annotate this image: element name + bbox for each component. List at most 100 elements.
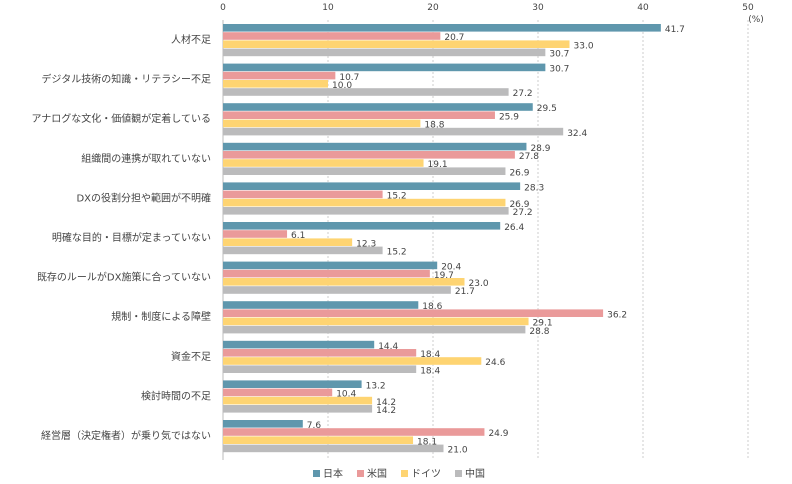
bar (223, 182, 521, 190)
data-label: 41.7 (665, 25, 685, 35)
legend-swatch (401, 470, 408, 477)
bar (223, 190, 383, 199)
data-label: 26.9 (509, 200, 529, 210)
data-label: 27.2 (513, 208, 533, 218)
bar (223, 24, 661, 32)
bar (223, 349, 417, 357)
data-label: 24.6 (485, 358, 505, 368)
category-label: 人材不足 (171, 33, 211, 46)
bar (223, 444, 444, 453)
bar (223, 40, 570, 48)
legend-swatch (357, 470, 364, 477)
data-label: 27.8 (519, 152, 539, 162)
data-label: 29.1 (533, 319, 553, 329)
data-label: 18.4 (420, 366, 440, 376)
data-label: 28.9 (530, 144, 550, 154)
bar (223, 103, 533, 111)
bar (223, 207, 509, 215)
legend-label: 中国 (465, 467, 485, 480)
data-label: 6.1 (291, 231, 305, 241)
bar (223, 396, 373, 405)
bar (223, 151, 515, 159)
bar (223, 80, 328, 88)
bar (223, 230, 288, 238)
bar (223, 388, 333, 397)
legend-label: ドイツ (411, 469, 441, 480)
category-label: 経営層（決定権者）が乗り気ではない (41, 429, 211, 442)
legend-swatch (313, 470, 320, 477)
bar (223, 63, 546, 72)
bar (223, 142, 527, 151)
data-label: 14.2 (376, 398, 396, 408)
bar (223, 428, 485, 436)
tick-label: 0 (220, 3, 226, 13)
tick-label: 20 (427, 3, 439, 13)
data-label: 26.4 (504, 223, 524, 233)
legend-label: 日本 (323, 467, 343, 480)
bar (223, 167, 506, 175)
data-label: 13.2 (366, 381, 386, 391)
data-label: 18.8 (424, 121, 444, 131)
bar (223, 357, 482, 365)
data-label: 26.9 (509, 168, 529, 178)
data-label: 18.6 (422, 302, 442, 312)
bar (223, 269, 430, 278)
category-label: 規制・制度による障壁 (111, 310, 211, 323)
data-label: 36.2 (607, 310, 627, 320)
data-label: 24.9 (488, 429, 508, 439)
bar (223, 32, 441, 40)
bar (223, 436, 414, 444)
bar (223, 159, 424, 167)
bar (223, 301, 419, 309)
data-label: 10.7 (339, 73, 359, 83)
data-label: 19.7 (434, 271, 454, 281)
data-label: 21.0 (448, 446, 468, 456)
data-label: 14.2 (376, 406, 396, 416)
data-label: 30.7 (549, 50, 569, 60)
data-label: 19.1 (428, 160, 448, 170)
data-label: 18.4 (420, 350, 440, 360)
tick-label: 10 (322, 3, 334, 13)
bar (223, 261, 438, 270)
bar (223, 325, 526, 334)
bar (223, 88, 509, 96)
data-label: 27.2 (513, 89, 533, 99)
bar (223, 238, 353, 246)
bar (223, 365, 417, 373)
tick-label: 30 (532, 3, 544, 13)
data-label: 30.7 (549, 65, 569, 75)
data-label: 15.2 (387, 248, 407, 258)
bar (223, 127, 564, 136)
bar (223, 286, 451, 294)
data-label: 18.1 (417, 437, 437, 447)
bar (223, 119, 421, 128)
bar (223, 380, 362, 388)
category-label: 組織間の連携が取れていない (81, 152, 211, 165)
data-label: 33.0 (574, 41, 594, 51)
category-label: デジタル技術の知識・リテラシー不足 (41, 73, 211, 86)
data-label: 29.5 (537, 104, 557, 114)
data-label: 20.7 (444, 33, 464, 43)
bar (223, 246, 383, 255)
tick-label: 40 (637, 3, 649, 13)
category-label: DXの役割分担や範囲が不明確 (76, 191, 211, 204)
data-label: 28.3 (524, 183, 544, 193)
bar (223, 420, 303, 428)
bar (223, 222, 501, 230)
bar (223, 71, 336, 80)
unit-label: (%) (748, 15, 764, 25)
data-label: 25.9 (499, 112, 519, 122)
bar (223, 111, 495, 119)
bar (223, 317, 529, 326)
data-label: 15.2 (387, 192, 407, 202)
legend-label: 米国 (367, 467, 387, 480)
data-label: 7.6 (307, 421, 322, 431)
tick-label: 50 (742, 3, 754, 13)
data-label: 14.4 (378, 342, 398, 352)
data-label: 32.4 (567, 129, 587, 139)
category-label: 検討時間の不足 (141, 389, 211, 402)
bar (223, 48, 546, 57)
legend-swatch (455, 470, 462, 477)
data-label: 28.8 (529, 327, 549, 337)
